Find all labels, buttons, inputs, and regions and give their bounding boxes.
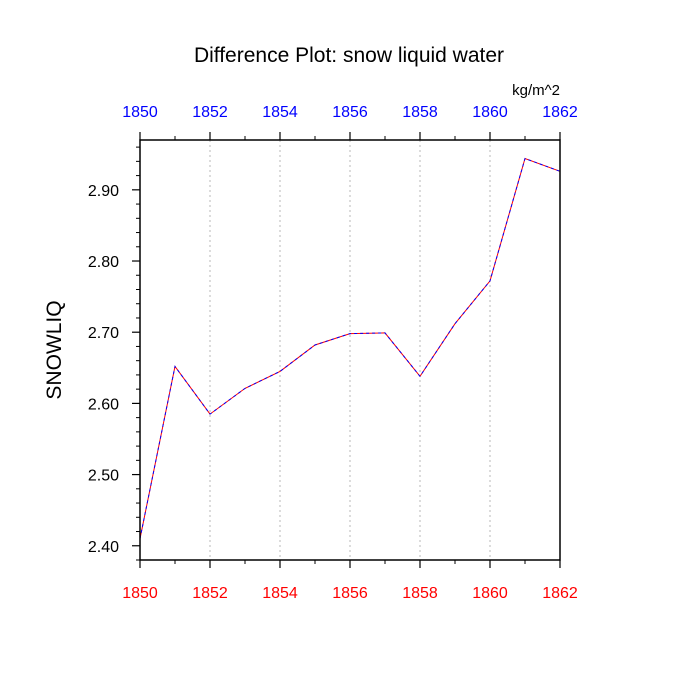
series-group xyxy=(139,157,561,539)
x-tick-label-top: 1854 xyxy=(262,104,298,121)
units-label: kg/m^2 xyxy=(512,82,560,99)
x-tick-label-top: 1860 xyxy=(472,104,508,121)
x-tick-label-top: 1856 xyxy=(332,104,368,121)
y-tick-label: 2.60 xyxy=(88,396,119,413)
y-tick-label: 2.80 xyxy=(88,254,119,271)
x-tick-label-top: 1850 xyxy=(122,104,158,121)
x-tick-label-top: 1862 xyxy=(542,104,578,121)
plot-frame xyxy=(139,139,561,561)
y-tick-label: 2.90 xyxy=(88,183,119,200)
grid-lines xyxy=(209,140,491,560)
x-tick-labels-bottom: 1850 1852 1854 1856 1858 1860 1862 xyxy=(122,585,578,602)
x-tick-label-bottom: 1850 xyxy=(122,585,158,602)
x-tick-label-bottom: 1852 xyxy=(192,585,228,602)
x-tick-label-bottom: 1854 xyxy=(262,585,298,602)
x-tick-label-top: 1852 xyxy=(192,104,228,121)
y-tick-label: 2.40 xyxy=(88,539,119,556)
major-ticks xyxy=(132,132,561,568)
y-tick-label: 2.50 xyxy=(88,468,119,485)
y-tick-labels: 2.40 2.50 2.60 2.70 2.80 2.90 xyxy=(88,183,119,556)
x-tick-label-bottom: 1858 xyxy=(402,585,438,602)
minor-ticks xyxy=(136,136,526,564)
chart-title: Difference Plot: snow liquid water xyxy=(194,44,504,67)
series-line-blue xyxy=(139,157,561,539)
x-tick-label-bottom: 1862 xyxy=(542,585,578,602)
y-tick-label: 2.70 xyxy=(88,325,119,342)
x-tick-label-bottom: 1856 xyxy=(332,585,368,602)
y-axis-label: SNOWLIQ xyxy=(43,300,66,399)
x-tick-label-bottom: 1860 xyxy=(472,585,508,602)
x-tick-label-top: 1858 xyxy=(402,104,438,121)
x-tick-labels-top: 1850 1852 1854 1856 1858 1860 1862 xyxy=(122,104,578,121)
